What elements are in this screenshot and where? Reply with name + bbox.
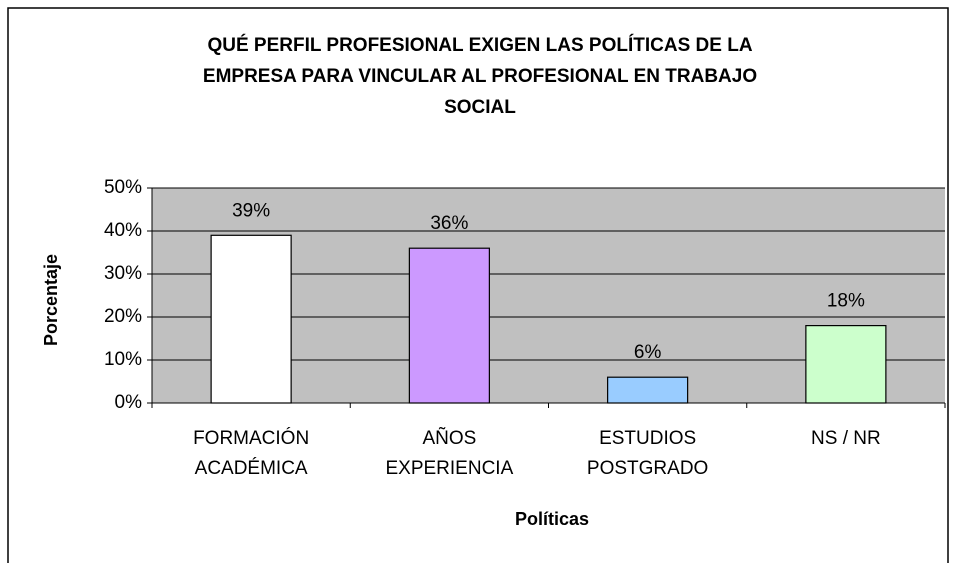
chart-frame: [7, 7, 949, 563]
x-tick-label: ESTUDIOS POSTGRADO: [586, 428, 709, 479]
y-tick-label: 40%: [104, 220, 142, 241]
x-tick-label: NS / NR: [811, 428, 881, 449]
y-tick-label: 20%: [104, 306, 142, 327]
chart-title: QUÉ PERFIL PROFESIONAL EXIGEN LAS POLÍTI…: [202, 35, 758, 118]
y-tick-label: 50%: [104, 177, 142, 198]
bar: [805, 325, 887, 404]
bar: [408, 247, 490, 404]
value-label: 39%: [232, 200, 270, 221]
x-tick-label: FORMACIÓN ACADÉMICA: [193, 428, 310, 479]
bar: [210, 234, 292, 404]
x-axis-label: Políticas: [515, 509, 589, 529]
value-label: 36%: [430, 213, 468, 234]
value-label: 18%: [827, 291, 865, 312]
y-tick-label: 0%: [115, 392, 143, 413]
y-tick-label: 30%: [104, 263, 142, 284]
x-tick-label: AÑOS EXPERIENCIA: [385, 428, 514, 479]
bar: [607, 376, 689, 404]
y-axis-label: Porcentaje: [41, 254, 61, 346]
value-label: 6%: [634, 342, 662, 363]
y-tick-label: 10%: [104, 349, 142, 370]
